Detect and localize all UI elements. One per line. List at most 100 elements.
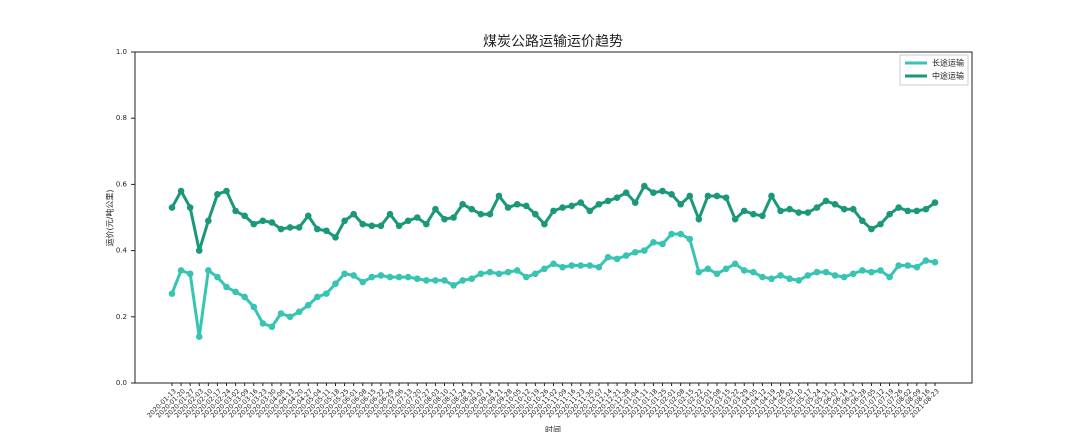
point	[559, 263, 566, 271]
point	[849, 270, 857, 278]
point	[577, 199, 585, 206]
point	[786, 205, 793, 213]
y-axis-label: 运价(元/吨公里)	[105, 190, 115, 247]
point	[350, 272, 357, 279]
point	[532, 210, 539, 218]
point	[413, 275, 421, 283]
point	[522, 273, 530, 281]
point	[532, 270, 539, 278]
x-axis-label: 时间	[545, 425, 561, 432]
point	[831, 272, 839, 279]
point	[223, 283, 230, 291]
point	[332, 280, 339, 288]
y-tick-label: 0.4	[116, 247, 128, 255]
point	[668, 230, 675, 238]
point	[840, 205, 848, 213]
point	[304, 212, 312, 220]
point	[432, 277, 439, 284]
point	[341, 270, 348, 278]
point	[595, 200, 603, 208]
point	[386, 210, 394, 218]
point	[722, 265, 730, 273]
plot-frame	[134, 51, 973, 384]
point	[777, 272, 784, 279]
point	[904, 207, 912, 215]
point	[377, 222, 385, 230]
point	[777, 207, 784, 215]
point	[768, 192, 775, 200]
point	[550, 260, 557, 268]
point	[232, 288, 239, 296]
point	[622, 189, 630, 196]
point	[922, 257, 930, 264]
point	[377, 272, 385, 279]
point	[541, 220, 548, 228]
point	[495, 270, 503, 278]
point	[486, 268, 494, 276]
point	[250, 303, 258, 311]
point	[177, 187, 185, 195]
point	[250, 220, 258, 228]
point	[568, 202, 575, 210]
point	[314, 293, 321, 301]
point	[931, 199, 939, 206]
point	[205, 267, 212, 274]
point	[913, 263, 921, 271]
point	[495, 192, 503, 200]
point	[259, 320, 267, 327]
point	[877, 220, 884, 228]
point	[668, 191, 675, 198]
point	[686, 192, 694, 200]
y-tick-label: 0.6	[116, 180, 128, 188]
y-tick-label: 0.2	[116, 313, 127, 321]
point	[513, 267, 521, 274]
point	[459, 200, 466, 208]
point	[822, 268, 830, 276]
point	[759, 273, 766, 281]
point	[768, 275, 775, 283]
point	[423, 220, 430, 228]
point	[868, 225, 875, 233]
point	[895, 262, 902, 269]
point	[468, 275, 476, 283]
point	[323, 227, 330, 235]
point	[441, 277, 448, 284]
point	[268, 323, 276, 331]
point	[186, 204, 194, 211]
point	[595, 263, 603, 271]
point	[295, 224, 303, 231]
point	[195, 333, 203, 340]
point	[795, 209, 803, 216]
point	[404, 217, 412, 225]
point	[268, 219, 276, 226]
point	[877, 267, 884, 274]
point	[686, 235, 694, 243]
point	[731, 215, 739, 223]
point	[359, 220, 367, 228]
point	[368, 222, 376, 230]
point	[186, 270, 194, 278]
point	[241, 293, 248, 301]
point	[314, 225, 321, 233]
point	[813, 268, 821, 276]
point	[423, 277, 430, 284]
point	[404, 273, 412, 281]
point	[859, 267, 866, 274]
point	[750, 268, 757, 276]
point	[241, 212, 248, 220]
point	[341, 217, 348, 225]
point	[450, 282, 457, 289]
legend-label: 长途运输	[932, 58, 964, 68]
point	[659, 240, 666, 248]
point	[650, 239, 657, 246]
point	[922, 205, 930, 213]
point	[840, 273, 848, 281]
point	[613, 194, 621, 201]
point	[395, 273, 403, 281]
point	[350, 210, 357, 218]
point	[432, 205, 439, 213]
point	[622, 252, 630, 259]
point	[177, 267, 185, 274]
